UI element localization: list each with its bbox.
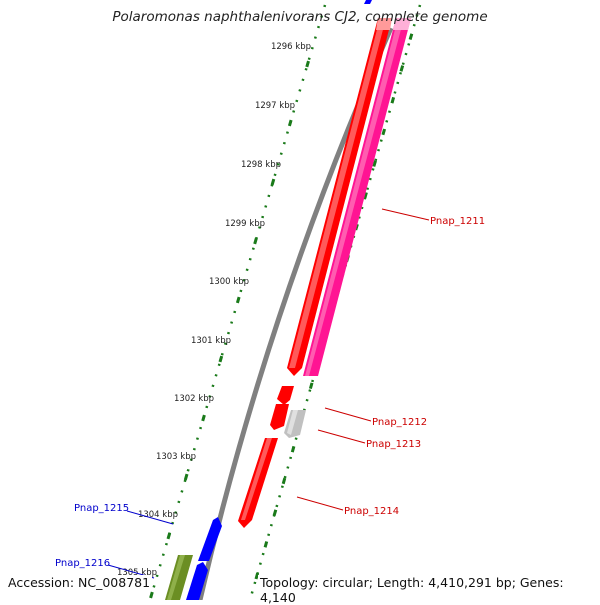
label-pnap-1214[interactable]: Pnap_1214 — [344, 506, 399, 517]
ruler-label-1297: 1297 kbp — [255, 101, 295, 111]
ruler-label-1296: 1296 kbp — [271, 42, 311, 52]
inner-ruler-tick — [218, 355, 224, 363]
ruler-label-1304: 1304 kbp — [138, 510, 178, 520]
inner-ruler-tick — [287, 119, 293, 127]
accession-text: Accession: NC_008781 — [6, 575, 153, 590]
outer-ruler-tick — [399, 65, 405, 72]
label-pnap-1212[interactable]: Pnap_1212 — [372, 417, 427, 428]
gene-partial-top-blue[interactable] — [364, 0, 372, 4]
ruler-label-1303: 1303 kbp — [156, 452, 196, 462]
label-pnap-1213[interactable]: Pnap_1213 — [366, 439, 421, 450]
inner-ruler-tick — [166, 532, 172, 540]
inner-ruler-tick — [305, 60, 310, 68]
label-pnap-1211[interactable]: Pnap_1211 — [430, 216, 485, 227]
ruler-label-1302: 1302 kbp — [174, 394, 214, 404]
inner-ruler-tick — [253, 237, 258, 245]
map-title: Polaromonas naphthalenivorans CJ2, compl… — [112, 9, 488, 25]
outer-ruler-tick — [272, 509, 278, 517]
outer-ruler-tick — [308, 382, 314, 390]
outer-ruler-tick — [390, 96, 396, 104]
leader-pnap-1212 — [324, 407, 372, 422]
label-pnap-1215[interactable]: Pnap_1215 — [74, 503, 129, 514]
gene-features — [165, 0, 411, 600]
outer-ruler-tick — [372, 160, 377, 167]
gene-pnap-1214-highlight — [241, 438, 272, 520]
gene-red-long-highlight — [289, 18, 386, 368]
leader-pnap-1215 — [126, 510, 174, 525]
label-pnap-1216[interactable]: Pnap_1216 — [55, 558, 110, 569]
topology-text: Topology: circular; Length: 4,410,291 bp… — [258, 575, 600, 605]
gene-pnap-1212a[interactable] — [277, 386, 294, 405]
outer-ruler-tick — [263, 541, 269, 548]
inner-ruler-ticks — [149, 60, 310, 599]
outer-ruler-tick — [408, 33, 414, 41]
inner-ruler-tick — [201, 414, 206, 422]
ruler-label-1300: 1300 kbp — [209, 277, 249, 287]
inner-ruler-tick — [183, 473, 189, 481]
leader-pnap-1211 — [381, 208, 430, 221]
leader-pnap-1213 — [317, 429, 366, 444]
gene-red-long-cap — [376, 18, 392, 30]
outer-ruler-tick — [363, 192, 368, 199]
outer-ruler-tick — [254, 572, 260, 580]
leader-pnap-1214 — [296, 496, 344, 511]
gene-label-group: Pnap_1211 Pnap_1212 Pnap_1213 Pnap_1214 … — [55, 208, 485, 579]
inner-ruler-tick — [235, 296, 241, 304]
gene-pnap-1213-highlight — [287, 410, 298, 435]
outer-ruler-tick — [290, 445, 296, 453]
ruler-label-1299: 1299 kbp — [225, 219, 265, 229]
inner-ruler-tick — [149, 591, 154, 599]
gene-pnap-1216-highlight — [167, 555, 185, 600]
gene-blue-lower[interactable] — [186, 562, 208, 600]
inner-ruler-tick — [270, 178, 276, 186]
gene-pnap-1215[interactable] — [198, 517, 222, 561]
ruler-label-1298: 1298 kbp — [241, 160, 281, 170]
ruler-label-1301: 1301 kbp — [191, 336, 231, 346]
gene-pnap-1212[interactable] — [270, 404, 289, 430]
gene-pnap-1211-highlight — [305, 18, 404, 376]
outer-ruler-tick — [281, 477, 287, 485]
gene-pnap-1211-cap — [393, 18, 411, 30]
outer-ruler-tick — [381, 128, 387, 136]
